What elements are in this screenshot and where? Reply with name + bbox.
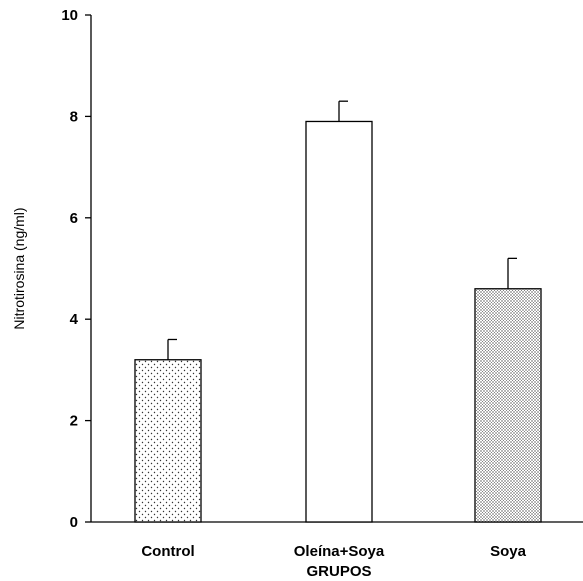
y-tick-label: 10 (61, 7, 78, 24)
y-tick-label: 6 (70, 210, 78, 227)
y-tick-label: 8 (70, 108, 78, 125)
y-tick-label: 0 (70, 514, 78, 531)
bar (474, 288, 542, 523)
bar (305, 120, 373, 523)
y-tick-label: 2 (70, 413, 78, 430)
y-tick-label: 4 (70, 311, 79, 328)
bar (134, 359, 202, 523)
x-axis-title: GRUPOS (306, 563, 371, 580)
x-tick-label: Soya (490, 543, 527, 560)
y-axis-title: Nitrotirosina (ng/ml) (11, 207, 27, 329)
plot-area: 0 2 4 6 8 10 Control Oleína+Soya Soya (61, 7, 583, 560)
x-tick-label: Control (141, 543, 194, 560)
x-tick-label: Oleína+Soya (294, 543, 385, 560)
